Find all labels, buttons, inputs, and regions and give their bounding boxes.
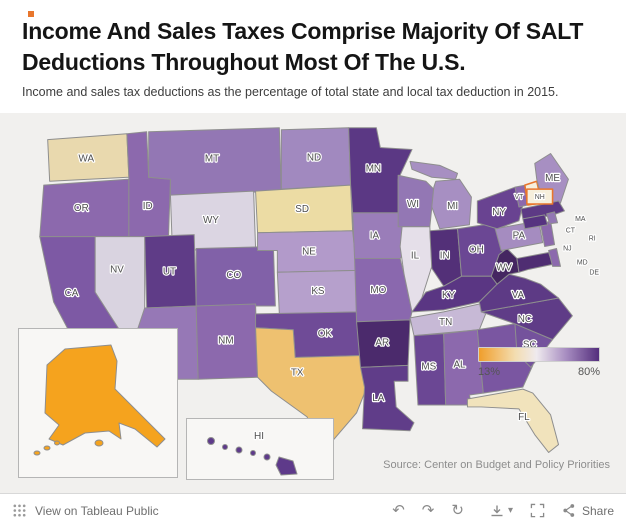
state-LA[interactable] [360,364,415,432]
state-AR[interactable] [356,319,411,368]
hawaii-island-5[interactable] [263,453,271,461]
legend-gradient-bar [478,347,600,362]
aleutian-island-3[interactable] [54,440,60,446]
hawaii-island-3[interactable] [235,446,243,454]
state-MD[interactable] [516,252,554,273]
fullscreen-button[interactable] [530,503,545,518]
state-label-NJ: NJ [563,246,571,253]
hawaii-island-2[interactable] [222,444,228,450]
accent-dot [28,11,34,17]
share-button[interactable]: Share [562,503,614,518]
tableau-public-logo [13,504,26,517]
source-note: Source: Center on Budget and Policy Prio… [383,459,610,471]
bottom-toolbar: View on Tableau Public ↶ ↷ ↻ ▾ [0,493,626,527]
color-legend: 13% 80% [478,347,600,378]
state-IN[interactable] [429,228,462,287]
state-ND[interactable] [280,127,352,190]
download-icon [491,505,503,516]
state-label-DE: DE [589,269,599,276]
state-MI[interactable] [431,178,472,230]
header: Income And Sales Taxes Comprise Majority… [0,0,626,99]
fullscreen-icon [530,503,545,518]
share-label: Share [581,503,614,518]
state-CO[interactable] [195,246,276,307]
state-OR[interactable] [39,178,130,238]
state-AK[interactable] [44,344,166,448]
state-WA[interactable] [47,133,130,182]
hawaii-island-1[interactable] [207,437,215,445]
download-button[interactable]: ▾ [489,503,513,519]
state-label-MA: MA [575,216,586,223]
nh-highlight-box[interactable] [526,188,554,205]
state-KS[interactable] [276,269,362,315]
aleutian-island-1[interactable] [33,450,41,456]
page-subtitle: Income and sales tax deductions as the p… [22,85,559,100]
view-on-tableau-label: View on Tableau Public [35,503,159,518]
redo-icon[interactable]: ↷ [421,502,435,519]
legend-max-label: 80% [577,366,600,378]
aleutian-island-2[interactable] [43,445,51,451]
state-MI-upper[interactable] [409,160,459,180]
state-ID[interactable] [126,131,171,240]
share-icon [563,504,575,517]
state-UT[interactable] [144,234,197,309]
state-DE[interactable] [548,248,561,267]
page-title: Income And Sales Taxes Comprise Majority… [22,18,584,76]
legend-min-label: 13% [478,366,501,378]
undo-icon[interactable]: ↶ [392,502,405,519]
hawaii-big-island[interactable] [275,456,298,476]
map-area: WA OR CA NV ID MT WY UT CO AZ NM ND SD N… [0,113,626,493]
state-CT[interactable] [522,214,549,230]
state-WI[interactable] [397,174,435,228]
refresh-icon[interactable]: ↻ [451,502,464,519]
state-TX[interactable] [255,327,369,455]
view-on-tableau-link[interactable]: View on Tableau Public [12,503,159,518]
kodiak-island[interactable] [94,439,104,447]
state-label-CT: CT [566,228,576,235]
state-label-MD: MD [577,259,588,266]
state-RI[interactable] [546,211,559,225]
state-FL[interactable] [466,388,560,453]
state-SD[interactable] [255,184,354,234]
hawaii-inset: HI [186,418,334,480]
hawaii-island-4[interactable] [250,450,256,456]
state-MS[interactable] [413,333,447,406]
state-label-HI: HI [254,431,264,442]
state-NM[interactable] [195,303,259,380]
alaska-inset [18,328,178,478]
download-caret-icon: ▾ [507,504,513,516]
state-label-RI: RI [589,236,596,243]
